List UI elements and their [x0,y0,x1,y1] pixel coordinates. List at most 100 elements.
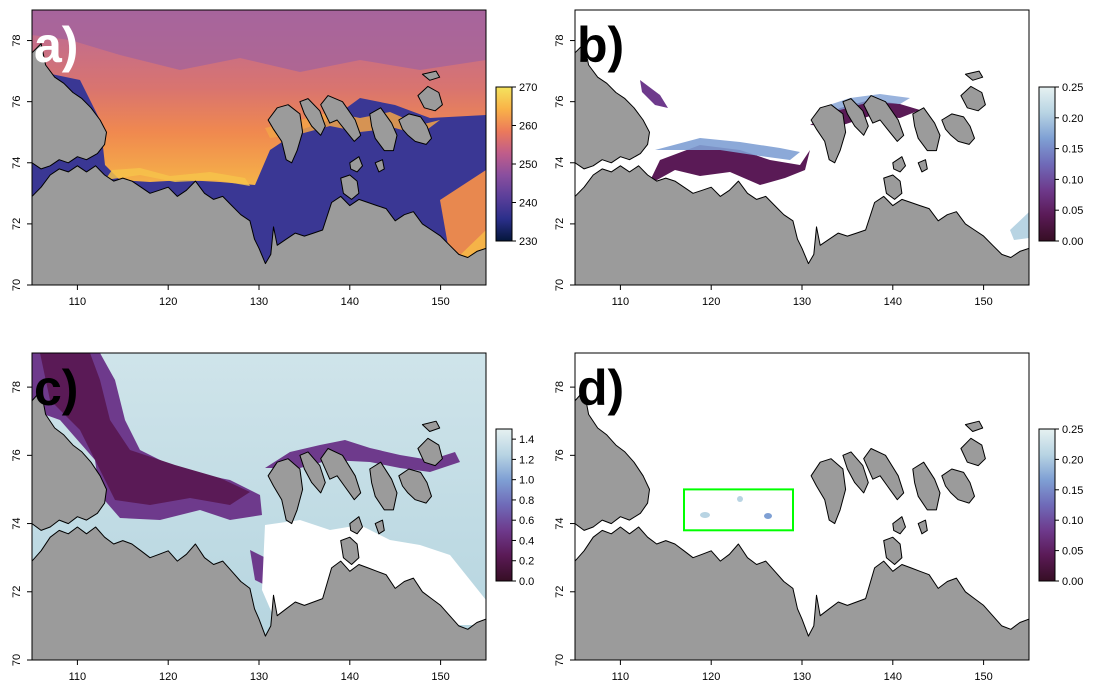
colorbar-tick-label: 1.4 [519,434,534,446]
x-tick-label: 110 [69,671,87,683]
speck-3 [764,513,772,519]
island [912,461,941,511]
island [912,107,941,152]
island [340,536,360,565]
y-tick-label: 76 [11,449,23,461]
island [349,516,363,535]
y-tick-label: 78 [11,381,23,393]
island [374,159,385,173]
colorbar-tick-label: 0.10 [1062,515,1083,527]
x-tick-label: 140 [341,296,359,308]
x-tick-label: 130 [793,671,811,683]
y-tick-label: 72 [11,218,23,230]
colorbar-tick-label: 0.25 [1062,82,1083,94]
island [421,70,441,81]
y-tick-label: 72 [554,218,566,230]
land-panel-2 [575,43,1029,285]
colorbar-tick-label: 0.20 [1062,113,1083,125]
colorbar-tick-label: 250 [519,159,537,171]
taimyr-peninsula [32,43,107,170]
y-tick-label: 74 [554,157,566,169]
island [369,461,398,511]
region-box [683,488,794,532]
x-tick-label: 120 [159,296,177,308]
colorbar-tick-label: 240 [519,198,537,210]
island [810,104,847,164]
panel-label-d: d) [577,360,624,416]
island [320,95,362,142]
island [941,113,975,145]
high-field-core [40,353,250,505]
colorbar-tick-label: 0.2 [519,556,534,568]
edge-band-1-light [655,138,800,160]
y-tick-label: 76 [11,96,23,108]
island [299,451,326,494]
island [340,174,360,200]
taimyr-peninsula [32,390,107,531]
y-tick-label: 78 [554,34,566,46]
colorbar-tick-label: 0.05 [1062,205,1083,217]
y-tick-label: 78 [554,381,566,393]
colorbar-tick-label: 0.15 [1062,144,1083,156]
island [369,107,398,152]
island [421,420,441,432]
island [917,519,928,535]
island [299,98,326,136]
colorbar-tick-label: 1.0 [519,475,534,487]
island [398,468,432,504]
x-tick-label: 120 [159,671,177,683]
colorbar-tick-label: 0.20 [1062,454,1083,466]
upper-field [32,10,486,72]
edge-band-2-light [820,94,910,110]
ice-edge-bright [105,168,250,186]
y-tick-label: 70 [554,279,566,291]
colorbar-tick-label: 0.4 [519,535,534,547]
y-tick-label: 70 [554,654,566,666]
colorbar-tick-label: 0.00 [1062,236,1083,248]
island [810,458,847,525]
colorbar-tick-label: 0.15 [1062,485,1083,497]
y-tick-label: 76 [554,449,566,461]
island [883,174,903,200]
mainland-coast [575,526,1029,660]
colorbar [495,86,513,242]
y-tick-label: 72 [11,586,23,598]
colorbar-tick-label: 0.10 [1062,174,1083,186]
mainland-coast [32,165,486,285]
land-panel-4 [575,390,1029,660]
colorbar-tick-label: 260 [519,121,537,133]
island [917,159,928,173]
x-tick-label: 110 [612,296,630,308]
island [374,519,385,535]
colorbar-tick-label: 230 [519,236,537,248]
land-panel-1 [32,43,486,285]
y-tick-label: 72 [554,586,566,598]
x-tick-label: 130 [250,671,268,683]
y-tick-label: 70 [11,654,23,666]
y-tick-label: 74 [11,157,23,169]
island [863,448,905,501]
island [892,516,906,535]
land-layer [32,43,1029,660]
colorbar [1038,86,1056,242]
x-tick-label: 150 [974,671,992,683]
axes-layer: 110 120 130 140 150 70 72 74 76 78 230 240 250 260 270… [11,9,1083,683]
island [964,420,984,432]
island [417,437,443,467]
island [892,156,906,173]
speck-2 [737,496,743,502]
island [883,536,903,565]
colorbar-tick-label: 270 [519,82,537,94]
island [960,437,986,467]
island [349,156,363,173]
speck-1 [700,512,710,518]
edge-band-4 [1010,212,1029,240]
island [960,85,986,112]
panel-label-c: c) [34,360,78,416]
island [417,85,443,112]
land-panel-3 [32,390,486,660]
x-tick-label: 120 [702,671,720,683]
mainland-coast [575,165,1029,285]
taimyr-peninsula [575,390,650,531]
x-tick-label: 150 [431,296,449,308]
